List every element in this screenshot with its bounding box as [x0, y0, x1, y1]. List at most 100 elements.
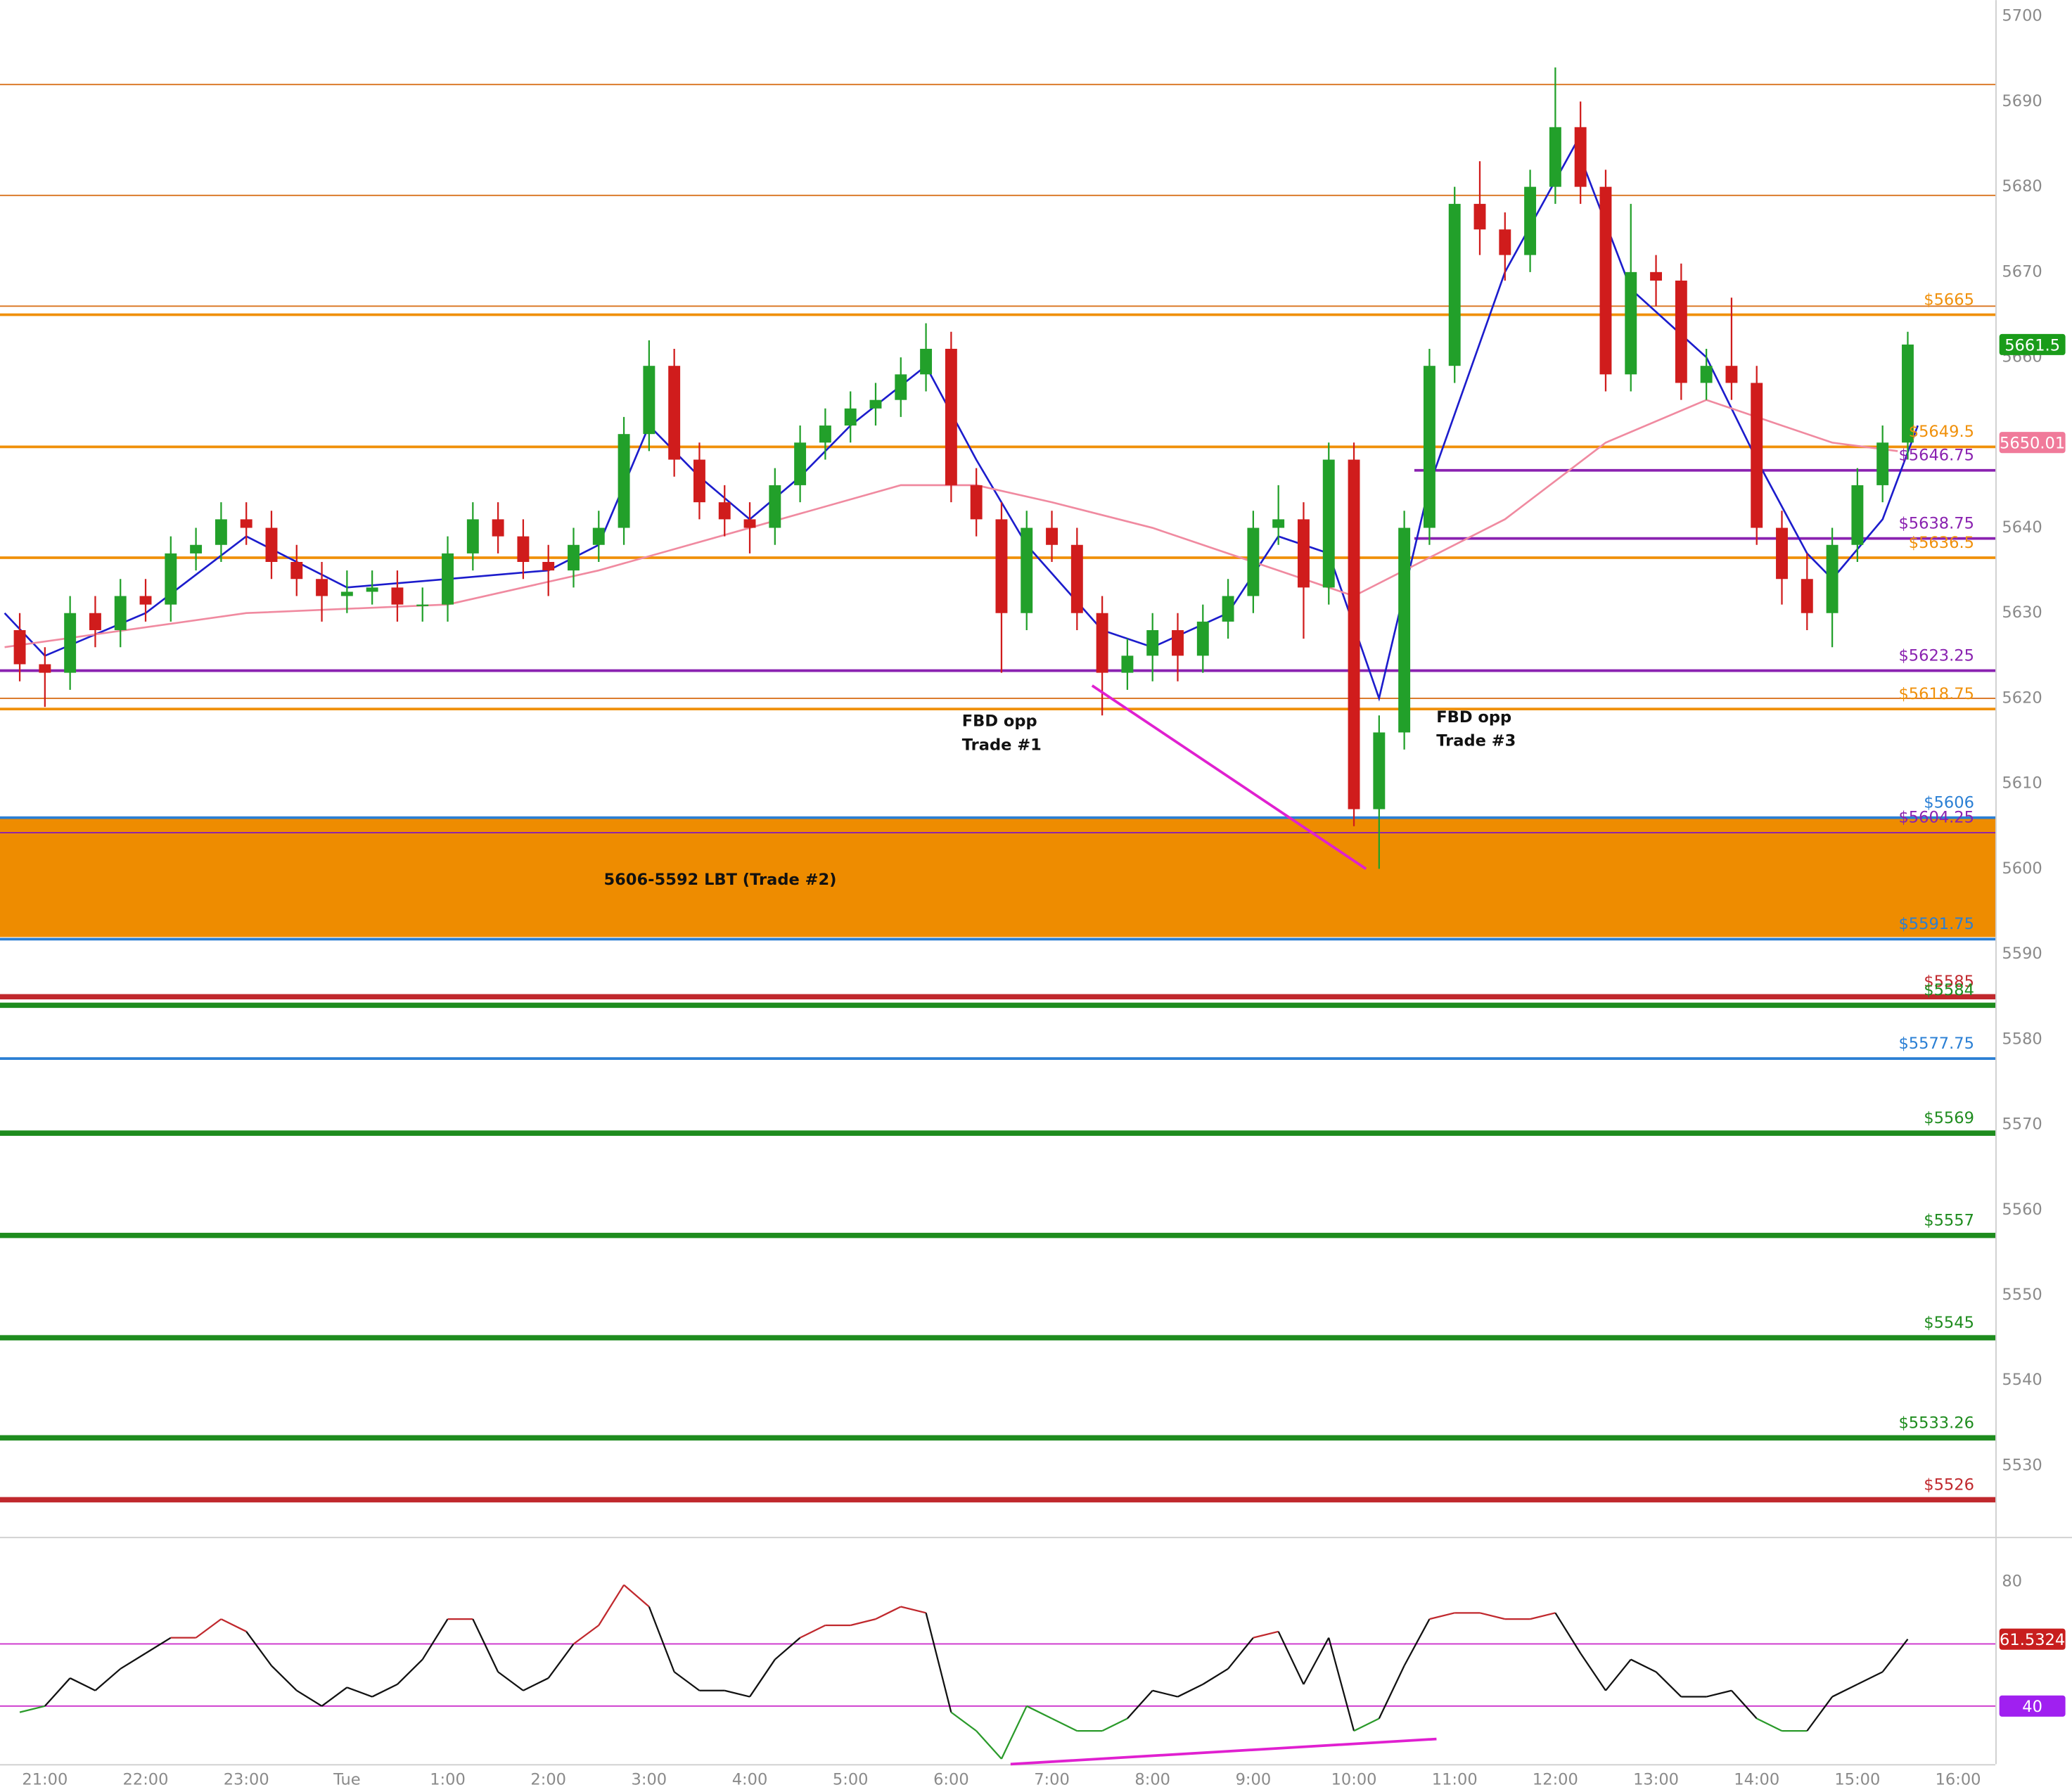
rsi-segment: [1731, 1689, 1758, 1720]
rsi-segment: [1127, 1689, 1153, 1720]
level-label: $5623.25: [1898, 646, 1974, 665]
rsi-segment: [1605, 1658, 1632, 1691]
rsi-segment: [1202, 1668, 1229, 1685]
rsi-segment: [774, 1637, 801, 1660]
y-tick-label: 5640: [2002, 518, 2042, 537]
annotation: Trade #3: [1436, 732, 1516, 750]
level-label: $5585: [1924, 973, 1974, 991]
rsi-segment: [1630, 1658, 1657, 1673]
candle-body: [1902, 344, 1914, 443]
y-tick-label: 80: [2002, 1573, 2022, 1591]
rsi-segment: [673, 1671, 701, 1691]
rsi-segment: [749, 1658, 776, 1698]
level-label: $5569: [1924, 1109, 1974, 1127]
candle-body: [1826, 544, 1838, 613]
y-tick-label: 5600: [2002, 859, 2042, 878]
y-tick-label: 5690: [2002, 92, 2042, 110]
candle-body: [1599, 186, 1612, 375]
rsi-segment: [1152, 1689, 1178, 1698]
rsi-segment: [397, 1658, 423, 1685]
rsi-segment: [1831, 1683, 1858, 1698]
rsi-segment: [497, 1671, 524, 1691]
rsi-segment: [850, 1618, 876, 1627]
annotation: Trade #1: [962, 736, 1042, 754]
y-tick-label: 5610: [2002, 774, 2042, 793]
rsi-segment: [875, 1606, 902, 1620]
x-tick-label: 22:00: [123, 1770, 169, 1788]
level-label: $5606: [1924, 794, 1974, 812]
candle-body: [1574, 127, 1587, 187]
rsi-segment: [346, 1687, 373, 1698]
candle-body: [1675, 280, 1687, 383]
rsi-segment: [976, 1730, 1002, 1760]
price-badge-bg: [1999, 333, 2066, 355]
candle-body: [139, 596, 152, 605]
rsi-level-badge-bg: [1999, 1695, 2066, 1717]
level-label: $5545: [1924, 1314, 1974, 1332]
rsi-segment: [1756, 1717, 1783, 1732]
y-tick-label: 5540: [2002, 1371, 2042, 1389]
y-tick-label: 5630: [2002, 603, 2042, 622]
y-tick-label: 5560: [2002, 1201, 2042, 1219]
rsi-segment: [321, 1687, 348, 1707]
rsi-segment: [1227, 1637, 1254, 1670]
rsi-segment: [1177, 1683, 1203, 1698]
candle-body: [1725, 366, 1738, 383]
level-label: $5557: [1924, 1211, 1974, 1229]
rsi-segment: [1026, 1705, 1053, 1720]
candle-body: [89, 613, 101, 630]
candle-body: [517, 536, 530, 563]
x-tick-label: 14:00: [1734, 1770, 1779, 1788]
level-label: $5649.5: [1909, 423, 1974, 441]
candle-body: [743, 519, 756, 528]
candle-body: [718, 502, 731, 520]
candle-body: [819, 425, 831, 443]
candle-body: [1448, 203, 1461, 366]
candle-body: [240, 519, 252, 528]
candle-body: [340, 591, 353, 596]
rsi-segment: [44, 1677, 71, 1707]
x-tick-label: 13:00: [1633, 1770, 1679, 1788]
rsi-segment: [1277, 1631, 1305, 1685]
candle-body: [1751, 383, 1763, 528]
rsi-segment: [1253, 1630, 1279, 1639]
candle-body: [1776, 527, 1788, 580]
level-label: $5638.75: [1898, 515, 1974, 533]
price-badge: 5661.5: [2004, 336, 2060, 354]
rsi-segment: [145, 1637, 172, 1654]
rsi-segment: [1806, 1696, 1834, 1732]
candle-body: [895, 374, 907, 400]
rsi-segment: [120, 1652, 146, 1670]
y-tick-label: 5530: [2002, 1456, 2042, 1474]
candle-body: [114, 596, 127, 630]
candle-body: [1876, 442, 1889, 485]
candle-body: [13, 629, 26, 665]
candle-body: [643, 366, 656, 435]
candle-body: [1070, 544, 1083, 613]
candle-body: [366, 587, 378, 592]
annotation: FBD opp: [962, 712, 1037, 730]
rsi-segment: [371, 1683, 398, 1698]
x-tick-label: 6:00: [933, 1770, 969, 1788]
candle-body: [1348, 459, 1360, 809]
price-badge-bg: [1999, 432, 2066, 454]
candle-body: [1247, 527, 1260, 596]
x-tick-label: 12:00: [1533, 1770, 1578, 1788]
candle-body: [290, 562, 303, 580]
candle-body: [215, 519, 227, 545]
x-tick-label: 9:00: [1236, 1770, 1272, 1788]
candle-body: [391, 587, 404, 605]
candle-body: [1196, 621, 1209, 656]
candle-body: [1046, 527, 1058, 545]
y-tick-label: 5680: [2002, 177, 2042, 196]
rsi-segment: [1051, 1717, 1077, 1732]
level-label: $5526: [1924, 1476, 1974, 1494]
rsi-segment: [70, 1677, 96, 1691]
x-tick-label: 2:00: [530, 1770, 566, 1788]
price-pane: 5606-5592 LBT (Trade #2): [0, 67, 1996, 1503]
rsi-segment: [220, 1618, 247, 1632]
candle-body: [844, 408, 857, 426]
rsi-segment: [598, 1584, 625, 1626]
rsi-segment: [1655, 1671, 1682, 1698]
candle-body: [1172, 629, 1184, 656]
